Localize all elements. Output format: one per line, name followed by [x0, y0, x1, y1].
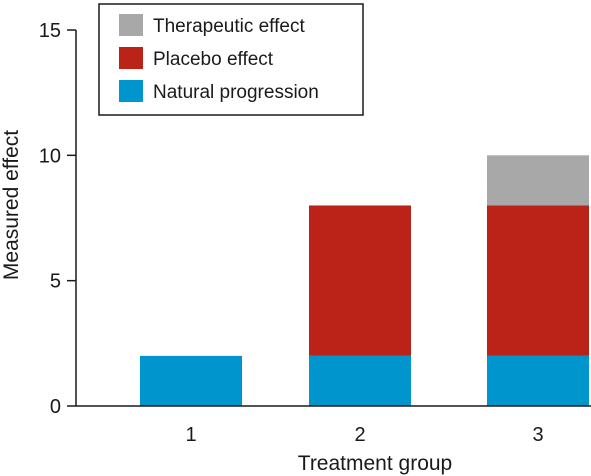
- y-tick-label: 10: [39, 145, 61, 167]
- legend-swatch: [119, 47, 143, 69]
- bar-placebo-effect-3: [487, 205, 589, 356]
- legend-swatch: [119, 14, 143, 36]
- x-tick-label: 3: [532, 424, 543, 446]
- bars-layer: [140, 155, 589, 406]
- legend-swatch: [119, 80, 143, 102]
- x-tick-label: 1: [185, 424, 196, 446]
- bar-natural-progression-1: [140, 355, 242, 406]
- bar-natural-progression-3: [487, 355, 589, 406]
- legend-label: Natural progression: [153, 82, 319, 103]
- x-axis-title: Treatment group: [298, 452, 452, 475]
- y-tick-label: 15: [39, 20, 61, 42]
- legend-label: Therapeutic effect: [153, 16, 305, 37]
- legend-label: Placebo effect: [153, 49, 274, 70]
- x-tick-labels: 1 2 3: [185, 424, 543, 446]
- y-tick-label: 0: [50, 396, 61, 418]
- y-tick-label: 5: [50, 271, 61, 293]
- y-axis-title: Measured effect: [0, 130, 23, 280]
- bar-natural-progression-2: [309, 355, 411, 406]
- bar-placebo-effect-2: [309, 205, 411, 356]
- x-tick-label: 2: [354, 424, 365, 446]
- bar-therapeutic-effect-3: [487, 155, 589, 206]
- y-ticks: 0 5 10 15: [39, 20, 76, 418]
- legend: Therapeutic effect Placebo effect Natural …: [98, 3, 364, 116]
- axes-layer: [75, 30, 591, 407]
